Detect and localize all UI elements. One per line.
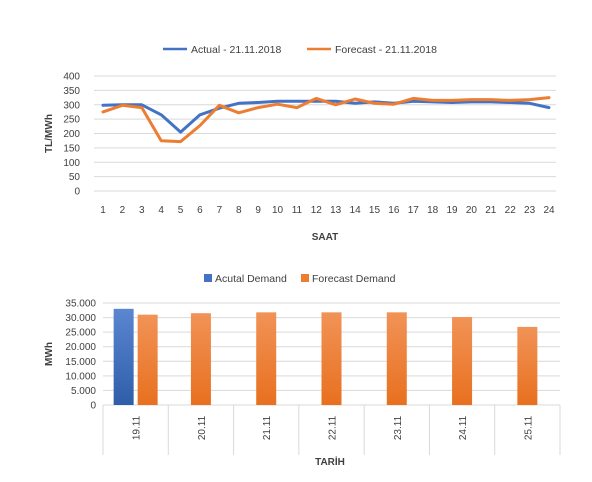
- line-x-tick-label: 13: [330, 205, 342, 216]
- bar-chart-x-axis-title: TARİH: [315, 455, 345, 468]
- line-series-forecast: [101, 96, 551, 144]
- line-y-tick-label: 350: [63, 86, 80, 97]
- line-x-tick-label: 22: [505, 205, 517, 216]
- line-x-tick-label: 23: [524, 205, 536, 216]
- line-x-tick-label: 4: [158, 205, 164, 216]
- bar-forecast-19.11: [137, 314, 158, 405]
- bar-x-tick-label: 23.11: [393, 415, 404, 440]
- bar-forecast-20.11: [190, 313, 211, 405]
- bar-y-tick-label: 5.000: [71, 386, 96, 397]
- line-chart-y-axis-title: TL/MWh: [44, 114, 55, 153]
- line-x-tick-label: 18: [427, 205, 439, 216]
- line-chart-x-axis-title: SAAT: [312, 232, 338, 243]
- bar-y-tick-label: 35.000: [65, 299, 96, 310]
- bar-legend-label-2: Forecast Demand: [312, 273, 396, 285]
- line-x-tick-label: 21: [485, 205, 497, 216]
- bar-y-tick-label: 0: [90, 401, 96, 412]
- bar-x-tick-label: 20.11: [197, 415, 208, 440]
- line-y-tick-label: 400: [63, 72, 80, 83]
- bar-chart-y-ticks: 0 5.000 10.000 15.000 20.000 25.000 30.000 35.0…: [65, 299, 96, 412]
- line-chart-series: [101, 96, 551, 144]
- line-x-tick-label: 19: [446, 205, 458, 216]
- line-chart-y-ticks: 0 50 100 150 200 250 300 350 400: [63, 72, 80, 198]
- line-chart-x-ticks: 1 2 3 4 5 6 7 8 9 10 11 12 13 14 15 16 17 18 19 20 21 22 23 24: [100, 205, 555, 216]
- line-y-tick-label: 200: [63, 129, 80, 140]
- bar-chart: Acutal Demand Forecast Demand 0 5.000 10.00…: [44, 273, 561, 468]
- line-y-tick-label: 100: [63, 158, 80, 169]
- bar-legend-swatch-1: [204, 274, 212, 282]
- bar-forecast-23.11: [386, 312, 407, 405]
- line-series-actual: [101, 99, 551, 134]
- bar-actual-19.11: [113, 308, 134, 405]
- line-x-tick-label: 17: [408, 205, 420, 216]
- line-y-tick-label: 50: [69, 172, 81, 183]
- bar-x-tick-label: 25.11: [523, 415, 534, 440]
- bar-forecast-24.11: [452, 316, 473, 405]
- line-x-tick-label: 16: [388, 205, 400, 216]
- line-y-tick-label: 300: [63, 100, 80, 111]
- bar-chart-x-ticks: 19.11 20.11 21.11 22.11 23.11 24.11 25.11: [102, 405, 561, 455]
- line-x-tick-label: 2: [120, 205, 126, 216]
- bar-y-tick-label: 15.000: [65, 357, 96, 368]
- line-x-tick-label: 9: [255, 205, 261, 216]
- bar-x-tick-label: 19.11: [132, 415, 143, 440]
- bar-chart-bars: [113, 308, 538, 405]
- bar-y-tick-label: 30.000: [65, 313, 96, 324]
- bar-chart-y-axis-title: MWh: [44, 342, 55, 366]
- bar-y-tick-label: 20.000: [65, 342, 96, 353]
- bar-y-tick-label: 10.000: [65, 371, 96, 382]
- line-x-tick-label: 24: [543, 205, 555, 216]
- bar-x-tick-label: 24.11: [458, 415, 469, 440]
- bar-legend-swatch-2: [301, 274, 309, 282]
- line-y-tick-label: 0: [74, 187, 80, 198]
- bar-forecast-21.11: [256, 312, 277, 405]
- line-x-tick-label: 12: [311, 205, 323, 216]
- line-x-tick-label: 20: [466, 205, 478, 216]
- line-x-tick-label: 7: [217, 205, 223, 216]
- line-chart-legend: Actual - 21.11.2018 Forecast - 21.11.2018: [163, 44, 437, 56]
- bar-y-tick-label: 25.000: [65, 328, 96, 339]
- line-legend-label-1: Actual - 21.11.2018: [191, 44, 281, 56]
- line-y-tick-label: 250: [63, 115, 80, 126]
- bar-legend-label-1: Acutal Demand: [215, 273, 287, 285]
- line-x-tick-label: 6: [197, 205, 203, 216]
- line-x-tick-label: 1: [100, 205, 106, 216]
- line-legend-label-2: Forecast - 21.11.2018: [335, 44, 437, 56]
- line-chart-gridlines: [94, 75, 556, 192]
- bar-chart-legend: Acutal Demand Forecast Demand: [204, 273, 396, 285]
- line-x-tick-label: 10: [272, 205, 284, 216]
- line-x-tick-label: 11: [292, 205, 303, 216]
- line-x-tick-label: 15: [369, 205, 381, 216]
- bar-x-tick-label: 22.11: [328, 415, 339, 440]
- line-chart: Actual - 21.11.2018 Forecast - 21.11.2018…: [44, 44, 556, 243]
- line-x-tick-label: 8: [236, 205, 242, 216]
- line-x-tick-label: 14: [350, 205, 362, 216]
- line-x-tick-label: 5: [178, 205, 184, 216]
- bar-forecast-25.11: [517, 326, 538, 405]
- line-x-tick-label: 3: [139, 205, 145, 216]
- bar-x-tick-label: 21.11: [262, 415, 273, 440]
- bar-forecast-22.11: [321, 312, 342, 405]
- line-y-tick-label: 150: [63, 143, 80, 154]
